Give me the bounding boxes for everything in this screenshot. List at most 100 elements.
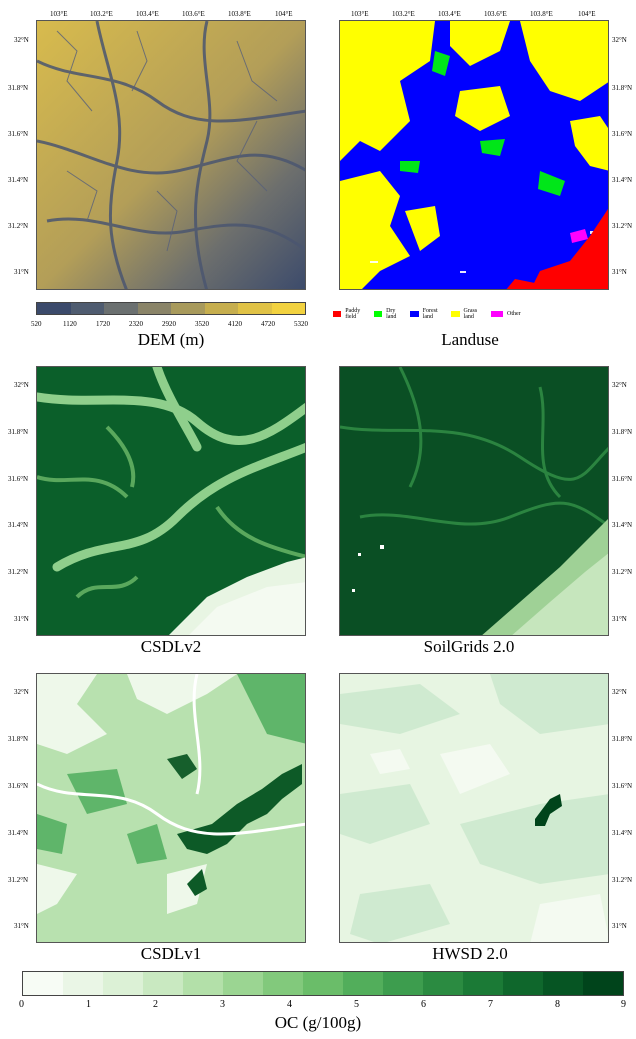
hwsd-map (339, 673, 609, 943)
dem-colorbar (36, 302, 306, 315)
dem-lon-tick-2: 103.4°E (136, 10, 159, 18)
landuse-lon-tick-1: 103.2°E (392, 10, 415, 18)
legend-item-forest-land: Forest land (410, 308, 441, 320)
dem-colorbar-segment-3 (137, 303, 171, 314)
dem-cbar-tick-7: 4720 (261, 320, 275, 328)
oc-colorbar-segment-8 (343, 972, 383, 995)
oc-colorbar-segment-2 (103, 972, 143, 995)
hwsd-lat-tick-2: 31.6°N (612, 782, 633, 790)
csdlv1-lat-tick-4: 31.2°N (8, 876, 29, 884)
legend-label-other: Other (507, 311, 521, 317)
landuse-lat-tick-5: 31°N (612, 268, 627, 276)
csdlv2-lat-tick-5: 31°N (14, 615, 29, 623)
hwsd-lat-tick-3: 31.4°N (612, 829, 633, 837)
oc-colorbar-segment-14 (583, 972, 623, 995)
landuse-lon-tick-2: 103.4°E (438, 10, 461, 18)
soilgrids-raster (340, 367, 608, 635)
csdlv1-caption: CSDLv1 (140, 944, 202, 963)
csdlv2-caption: CSDLv2 (140, 637, 202, 656)
legend-swatch-other (491, 311, 503, 317)
hwsd-lat-tick-4: 31.2°N (612, 876, 633, 884)
legend-label-paddy-field: Paddy field (345, 308, 361, 320)
oc-colorbar-segment-13 (543, 972, 583, 995)
csdlv2-lat-tick-0: 32°N (14, 381, 29, 389)
csdlv1-map (36, 673, 306, 943)
soilgrids-lat-tick-0: 32°N (612, 381, 627, 389)
csdlv2-raster (37, 367, 305, 635)
hwsd-raster (340, 674, 608, 942)
dem-colorbar-segment-1 (70, 303, 104, 314)
hwsd-caption: HWSD 2.0 (432, 944, 508, 963)
landuse-lat-tick-4: 31.2°N (612, 222, 633, 230)
legend-item-dry-land: Dry land (374, 308, 400, 320)
dem-lat-tick-4: 31.2°N (8, 222, 29, 230)
dem-colorbar-segment-2 (104, 303, 138, 314)
oc-tick-0: 0 (19, 999, 24, 1010)
oc-colorbar-segment-0 (23, 972, 63, 995)
dem-lon-tick-4: 103.8°E (228, 10, 251, 18)
dem-lat-tick-1: 31.8°N (8, 84, 29, 92)
csdlv1-lat-tick-5: 31°N (14, 922, 29, 930)
dem-colorbar-segment-0 (37, 303, 71, 314)
csdlv2-lat-tick-2: 31.6°N (8, 475, 29, 483)
dem-cbar-tick-3: 2320 (129, 320, 143, 328)
legend-item-other: Other (491, 311, 521, 317)
landuse-caption: Landuse (441, 330, 499, 349)
landuse-lat-tick-3: 31.4°N (612, 176, 633, 184)
soilgrids-map (339, 366, 609, 636)
soilgrids-lat-tick-4: 31.2°N (612, 568, 633, 576)
legend-swatch-grass-land (451, 311, 460, 317)
csdlv1-lat-tick-3: 31.4°N (8, 829, 29, 837)
dem-raster (37, 21, 305, 289)
csdlv1-lat-tick-1: 31.8°N (8, 735, 29, 743)
legend-swatch-paddy-field (333, 311, 342, 317)
legend-item-grass-land: Grass land (451, 308, 481, 320)
oc-colorbar-segment-9 (383, 972, 423, 995)
dem-cbar-tick-6: 4120 (228, 320, 242, 328)
soilgrids-lat-tick-2: 31.6°N (612, 475, 633, 483)
oc-colorbar-segment-6 (263, 972, 303, 995)
oc-colorbar-segment-10 (423, 972, 463, 995)
csdlv1-lat-tick-2: 31.6°N (8, 782, 29, 790)
dem-colorbar-segment-4 (171, 303, 205, 314)
landuse-lat-tick-1: 31.8°N (612, 84, 633, 92)
dem-colorbar-segment-5 (204, 303, 238, 314)
landuse-legend: Paddy field Dry land Forest land Grass l… (333, 308, 531, 320)
csdlv1-lat-tick-0: 32°N (14, 688, 29, 696)
soilgrids-lat-tick-3: 31.4°N (612, 521, 633, 529)
oc-colorbar-segment-5 (223, 972, 263, 995)
landuse-lat-tick-0: 32°N (612, 36, 627, 44)
landuse-map (339, 20, 609, 290)
dem-lon-tick-5: 104°E (275, 10, 293, 18)
dem-lon-tick-1: 103.2°E (90, 10, 113, 18)
oc-tick-8: 8 (555, 999, 560, 1010)
hwsd-lat-tick-1: 31.8°N (612, 735, 633, 743)
dem-lat-tick-0: 32°N (14, 36, 29, 44)
csdlv2-lat-tick-1: 31.8°N (8, 428, 29, 436)
legend-swatch-dry-land (374, 311, 383, 317)
dem-colorbar-segment-7 (271, 303, 305, 314)
dem-cbar-tick-4: 2920 (162, 320, 176, 328)
oc-tick-2: 2 (153, 999, 158, 1010)
dem-lon-tick-0: 103°E (50, 10, 68, 18)
dem-lat-tick-5: 31°N (14, 268, 29, 276)
oc-tick-9: 9 (621, 999, 626, 1010)
csdlv2-map (36, 366, 306, 636)
csdlv1-raster (37, 674, 305, 942)
oc-colorbar-label: OC (g/100g) (274, 1013, 362, 1032)
dem-colorbar-segment-6 (238, 303, 272, 314)
landuse-lat-tick-2: 31.6°N (612, 130, 633, 138)
dem-cbar-tick-5: 3520 (195, 320, 209, 328)
oc-colorbar-segment-1 (63, 972, 103, 995)
hwsd-lat-tick-5: 31°N (612, 922, 627, 930)
oc-tick-5: 5 (354, 999, 359, 1010)
landuse-raster (340, 21, 608, 289)
landuse-lon-tick-3: 103.6°E (484, 10, 507, 18)
legend-swatch-forest-land (410, 311, 419, 317)
dem-cbar-tick-2: 1720 (96, 320, 110, 328)
legend-item-paddy-field: Paddy field (333, 308, 364, 320)
oc-tick-3: 3 (220, 999, 225, 1010)
oc-colorbar-segment-4 (183, 972, 223, 995)
dem-lat-tick-3: 31.4°N (8, 176, 29, 184)
csdlv2-lat-tick-4: 31.2°N (8, 568, 29, 576)
